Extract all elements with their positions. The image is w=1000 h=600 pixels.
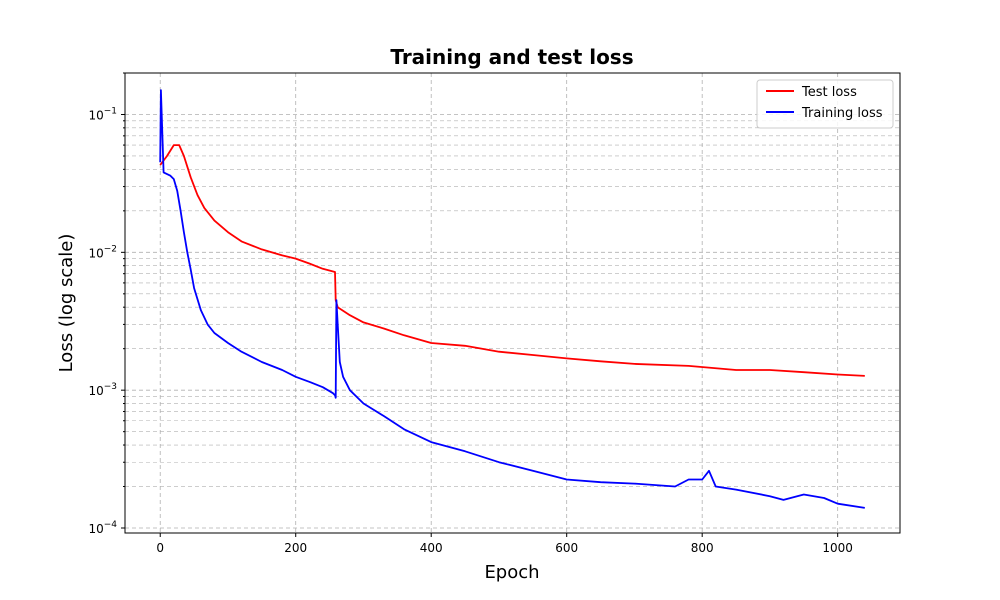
grid bbox=[125, 72, 900, 533]
x-tick-label: 400 bbox=[420, 541, 443, 555]
legend-label-training-loss: Training loss bbox=[801, 106, 883, 121]
x-tick-label: 800 bbox=[691, 541, 714, 555]
series-line-training-loss bbox=[159, 89, 865, 509]
legend-label-test-loss: Test loss bbox=[801, 85, 857, 100]
y-tick-label: 10−3 bbox=[88, 382, 117, 398]
x-tick-label: 600 bbox=[555, 541, 578, 555]
x-tick-label: 1000 bbox=[822, 541, 853, 555]
plot-frame bbox=[124, 72, 901, 534]
y-tick-label: 10−1 bbox=[88, 106, 117, 122]
legend: Test loss Training loss bbox=[756, 79, 894, 129]
axes: 0 200 400 600 800 1000 10−4 10−3 10−2 10−1 bbox=[88, 72, 853, 555]
x-tick-label: 200 bbox=[284, 541, 307, 555]
y-tick-label: 10−2 bbox=[88, 244, 117, 260]
x-tick-label: 0 bbox=[156, 541, 164, 555]
y-tick-label: 10−4 bbox=[88, 520, 117, 536]
x-axis-label: Epoch bbox=[484, 562, 539, 583]
chart-title: Training and test loss bbox=[390, 45, 633, 69]
y-axis-label: Loss (log scale) bbox=[56, 234, 77, 373]
series-lines bbox=[159, 89, 865, 509]
